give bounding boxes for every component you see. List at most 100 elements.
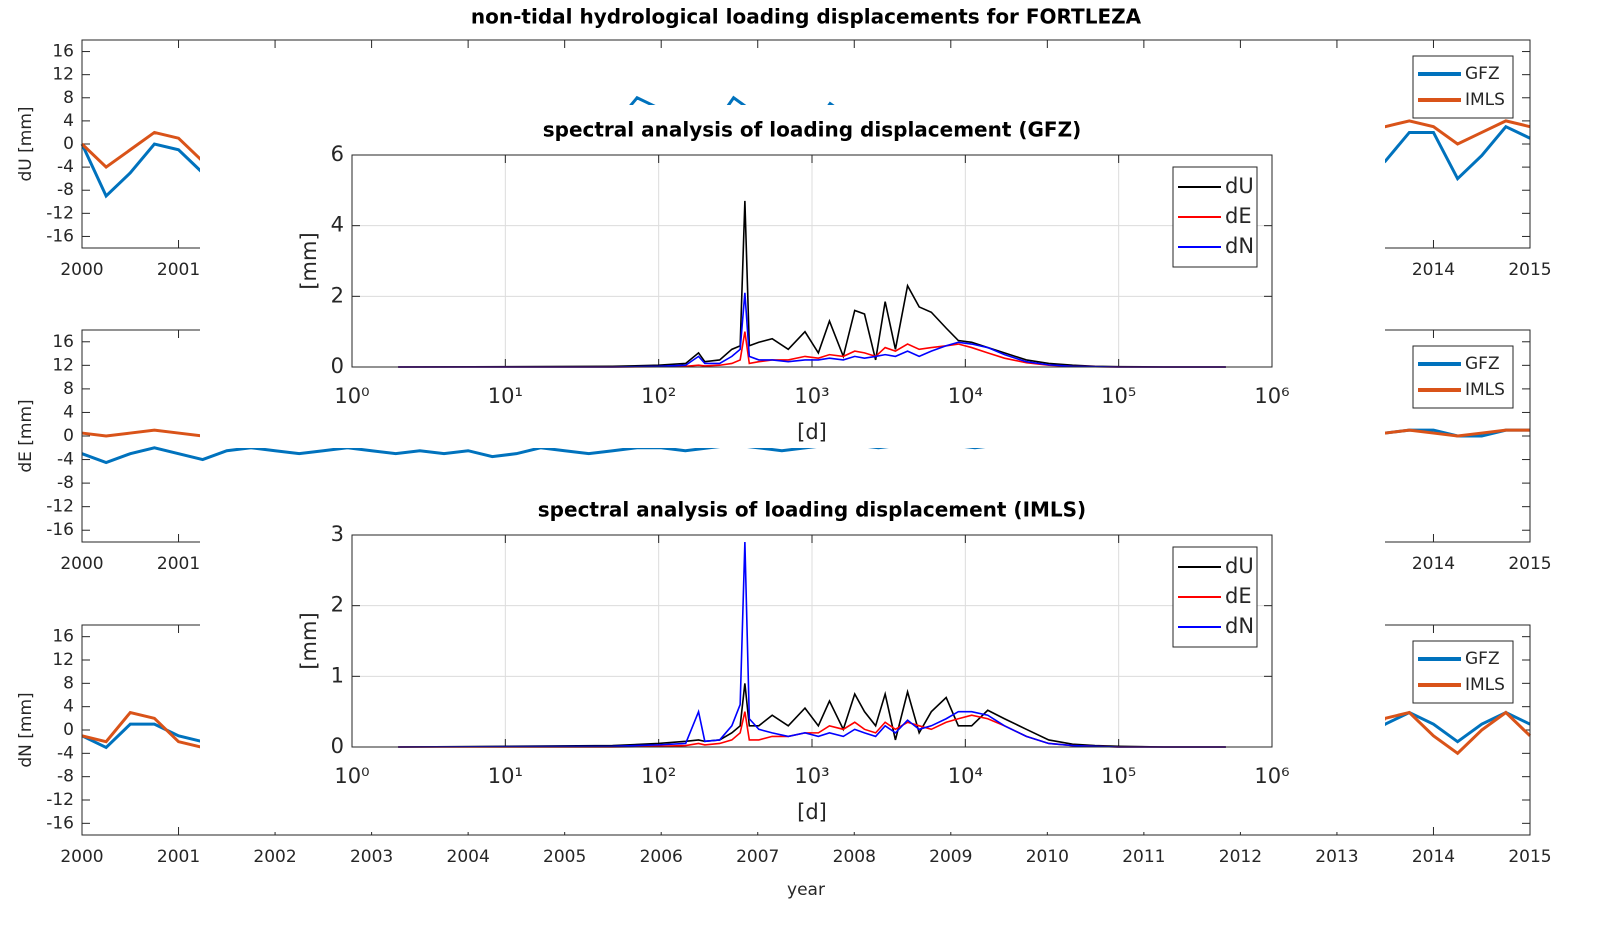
- legend-label: dE: [1225, 204, 1252, 228]
- x-tick-label: 10²: [641, 384, 676, 408]
- axes-box: [351, 154, 1273, 368]
- legend-label: GFZ: [1465, 64, 1500, 84]
- y-tick-label: 3: [331, 522, 344, 546]
- x-tick-label: 2000: [60, 260, 103, 280]
- y-tick-label: -12: [46, 203, 74, 223]
- y-tick-label: -16: [46, 520, 74, 540]
- y-tick-label: -8: [57, 180, 74, 200]
- y-axis-label: dN [mm]: [16, 692, 36, 767]
- y-axis-label: [mm]: [297, 232, 321, 289]
- x-tick-label: 10¹: [488, 384, 523, 408]
- x-tick-label: 10⁵: [1101, 384, 1136, 408]
- legend-label: dU: [1225, 174, 1254, 198]
- x-tick-label: 2012: [1219, 847, 1262, 867]
- chart-title: spectral analysis of loading displacemen…: [543, 118, 1082, 142]
- y-tick-label: 4: [331, 213, 344, 237]
- x-tick-label: 2000: [60, 554, 103, 574]
- y-tick-label: -12: [46, 790, 74, 810]
- legend-label: dN: [1225, 614, 1254, 638]
- axes-box: [351, 534, 1273, 748]
- y-tick-label: 16: [52, 627, 74, 647]
- y-tick-label: 0: [331, 354, 344, 378]
- x-tick-label: 10⁰: [334, 764, 369, 788]
- y-tick-label: -4: [57, 450, 74, 470]
- x-tick-label: 10²: [641, 764, 676, 788]
- x-tick-label: 2001: [157, 260, 200, 280]
- y-axis-label: dE [mm]: [16, 399, 36, 472]
- x-tick-label: 2001: [157, 554, 200, 574]
- x-axis-label: [d]: [797, 420, 827, 444]
- y-tick-label: 2: [331, 593, 344, 617]
- x-tick-label: 10¹: [488, 764, 523, 788]
- y-tick-label: 4: [63, 697, 74, 717]
- y-tick-label: -8: [57, 473, 74, 493]
- x-tick-label: 2006: [640, 847, 683, 867]
- chart-title: spectral analysis of loading displacemen…: [538, 498, 1086, 522]
- y-tick-label: 2: [331, 283, 344, 307]
- x-tick-label: 2015: [1508, 847, 1551, 867]
- legend-label: IMLS: [1465, 90, 1505, 110]
- x-tick-label: 2007: [736, 847, 779, 867]
- x-tick-label: 2013: [1315, 847, 1358, 867]
- x-tick-label: 2003: [350, 847, 393, 867]
- y-tick-label: -4: [57, 157, 74, 177]
- x-tick-label: 10⁵: [1101, 764, 1136, 788]
- x-tick-label: 2001: [157, 847, 200, 867]
- y-tick-label: -12: [46, 497, 74, 517]
- y-tick-label: -4: [57, 743, 74, 763]
- x-tick-label: 2015: [1508, 260, 1551, 280]
- y-tick-label: 12: [52, 355, 74, 375]
- y-tick-label: 0: [63, 426, 74, 446]
- x-tick-label: 10⁴: [948, 384, 983, 408]
- x-tick-label: 10⁶: [1254, 764, 1289, 788]
- x-tick-label: 2015: [1508, 554, 1551, 574]
- y-tick-label: 0: [63, 720, 74, 740]
- data-line: [398, 292, 1226, 368]
- chart-title: non-tidal hydrological loading displacem…: [471, 5, 1142, 29]
- y-tick-label: 4: [63, 111, 74, 131]
- y-tick-label: 8: [63, 88, 74, 108]
- legend-label: GFZ: [1465, 354, 1500, 374]
- x-tick-label: 2002: [253, 847, 296, 867]
- y-tick-label: 0: [331, 734, 344, 758]
- legend-label: IMLS: [1465, 675, 1505, 695]
- data-line: [398, 200, 1226, 368]
- y-tick-label: -16: [46, 226, 74, 246]
- y-tick-label: 0: [63, 134, 74, 154]
- y-tick-label: 4: [63, 402, 74, 422]
- x-axis-label: [d]: [797, 800, 827, 824]
- x-tick-label: 10⁴: [948, 764, 983, 788]
- legend-label: dE: [1225, 584, 1252, 608]
- y-axis-label: dU [mm]: [16, 106, 36, 181]
- y-tick-label: 16: [52, 42, 74, 62]
- x-tick-label: 2014: [1412, 260, 1455, 280]
- x-tick-label: 2011: [1122, 847, 1165, 867]
- y-axis-label: [mm]: [297, 612, 321, 669]
- y-tick-label: -8: [57, 767, 74, 787]
- x-tick-label: 10⁰: [334, 384, 369, 408]
- x-tick-label: 2000: [60, 847, 103, 867]
- y-tick-label: 16: [52, 332, 74, 352]
- y-tick-label: 1: [331, 663, 344, 687]
- y-tick-label: 12: [52, 650, 74, 670]
- legend-label: IMLS: [1465, 380, 1505, 400]
- legend-box: [1412, 345, 1514, 409]
- x-tick-label: 2014: [1412, 847, 1455, 867]
- x-tick-label: 10³: [794, 384, 829, 408]
- x-tick-label: 2010: [1026, 847, 1069, 867]
- x-tick-label: 10³: [794, 764, 829, 788]
- x-tick-label: 10⁶: [1254, 384, 1289, 408]
- x-tick-label: 2005: [543, 847, 586, 867]
- y-tick-label: 12: [52, 65, 74, 85]
- data-line: [398, 331, 1226, 368]
- legend-label: dN: [1225, 234, 1254, 258]
- y-tick-label: 8: [63, 379, 74, 399]
- legend-box: [1412, 640, 1514, 704]
- y-tick-label: 6: [331, 142, 344, 166]
- x-tick-label: 2004: [447, 847, 490, 867]
- x-tick-label: 2009: [929, 847, 972, 867]
- x-tick-label: 2014: [1412, 554, 1455, 574]
- legend-box: [1412, 55, 1514, 119]
- y-tick-label: -16: [46, 813, 74, 833]
